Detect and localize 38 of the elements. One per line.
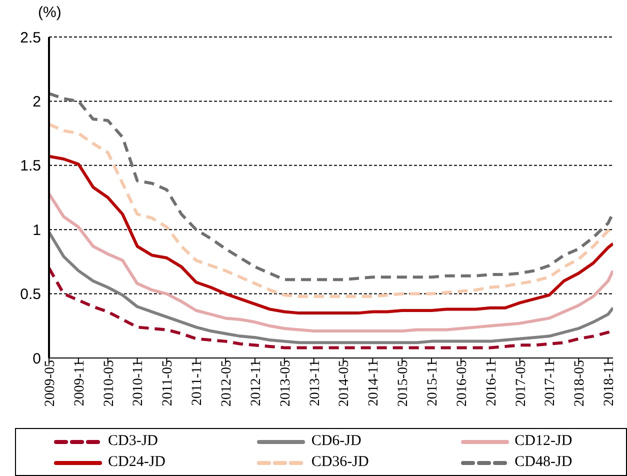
x-tick-label: 2017-11	[543, 360, 558, 406]
line-series	[49, 92, 613, 282]
x-tick-label: 2011-05	[160, 360, 176, 406]
x-tick-label: 2016-11	[484, 360, 500, 406]
x-tick-label: 2010-11	[131, 360, 146, 406]
y-tick-label: 2	[32, 94, 41, 111]
legend-label: CD6-JD	[311, 433, 362, 450]
legend-label: CD3-JD	[108, 433, 158, 450]
y-tick-label: 0	[32, 350, 41, 368]
y-axis-title: (%)	[38, 4, 62, 21]
y-tick-label: 1.5	[20, 158, 41, 175]
x-tick-label: 2013-11	[308, 360, 323, 406]
legend-label: CD36-JD	[311, 454, 369, 471]
x-tick-label: 2012-11	[248, 360, 264, 406]
x-tick-label: 2011-11	[190, 360, 206, 406]
legend-label: CD24-JD	[108, 454, 166, 471]
legend-label: CD12-JD	[514, 433, 572, 450]
x-tick-label: 2015-11	[425, 360, 440, 406]
line-series	[49, 122, 613, 298]
x-tick-label: 2010-05	[102, 360, 117, 407]
x-tick-label: 2014-05	[337, 360, 352, 407]
y-tick-label: 2.5	[20, 29, 41, 46]
x-tick-label: 2016-05	[454, 360, 470, 407]
line-series	[49, 192, 613, 333]
line-series	[49, 230, 613, 344]
x-tick-label: 2009-11	[72, 360, 88, 406]
x-tick-label: 2017-05	[514, 360, 529, 407]
x-tick-label: 2018-05	[572, 360, 588, 407]
y-tick-label: 1	[32, 222, 41, 239]
x-tick-label: 2013-05	[278, 360, 294, 407]
x-tick-label: 2015-05	[396, 360, 412, 407]
x-tick-label: 2018-11	[602, 360, 618, 406]
x-tick-label: 2012-05	[219, 360, 234, 407]
legend-label: CD48-JD	[514, 454, 572, 471]
y-tick-label: 0.5	[20, 286, 41, 304]
line-series	[49, 154, 613, 315]
x-tick-label: 2014-11	[366, 360, 382, 406]
x-tick-label: 2009-05	[42, 360, 58, 407]
